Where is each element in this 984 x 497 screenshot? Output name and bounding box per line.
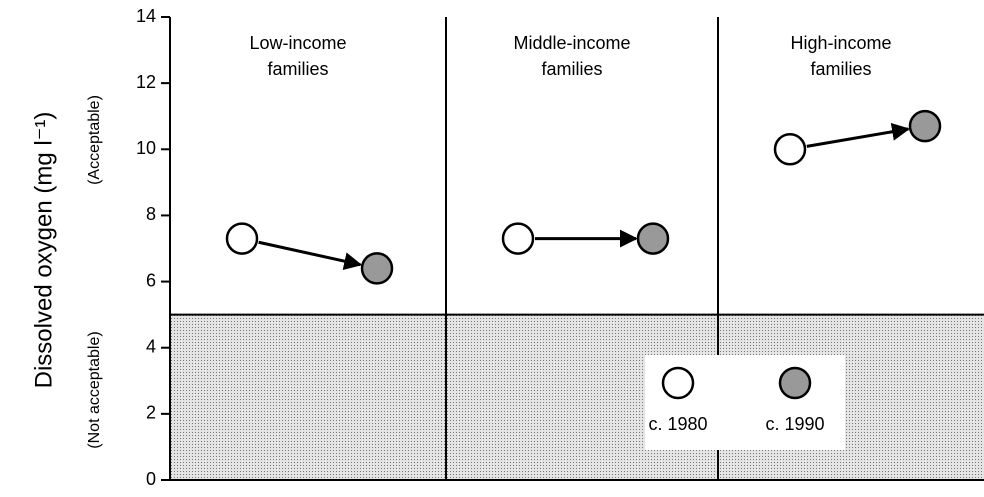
panel-title: families — [267, 59, 328, 79]
legend-marker — [778, 366, 812, 400]
y-tick-label: 10 — [136, 138, 156, 158]
point — [225, 222, 259, 255]
change-arrow — [806, 122, 911, 148]
legend-marker — [661, 366, 695, 400]
y-tick-label: 4 — [146, 336, 156, 356]
point — [773, 133, 807, 166]
panel-title: High-income — [790, 33, 891, 53]
y-axis-label: Dissolved oxygen (mg l⁻¹) — [30, 112, 57, 389]
y-tick-label: 8 — [146, 204, 156, 224]
legend-label: c. 1980 — [648, 414, 707, 434]
point — [501, 222, 535, 255]
upper-label: (Acceptable) — [86, 95, 103, 185]
y-tick-label: 0 — [146, 469, 156, 489]
legend-label: c. 1990 — [765, 414, 824, 434]
lower-label: (Not acceptable) — [86, 331, 103, 448]
y-tick-label: 2 — [146, 403, 156, 423]
point — [360, 252, 394, 285]
point — [908, 109, 942, 143]
panel-title: families — [541, 59, 602, 79]
change-arrow — [258, 240, 363, 270]
panel-title: families — [810, 59, 871, 79]
point — [636, 222, 670, 255]
unacceptable-zone — [170, 314, 984, 480]
y-tick-label: 12 — [136, 72, 156, 92]
panel-title: Middle-income — [513, 33, 630, 53]
y-tick-label: 6 — [146, 270, 156, 290]
y-tick-label: 14 — [136, 6, 156, 26]
panel-title: Low-income — [249, 33, 346, 53]
